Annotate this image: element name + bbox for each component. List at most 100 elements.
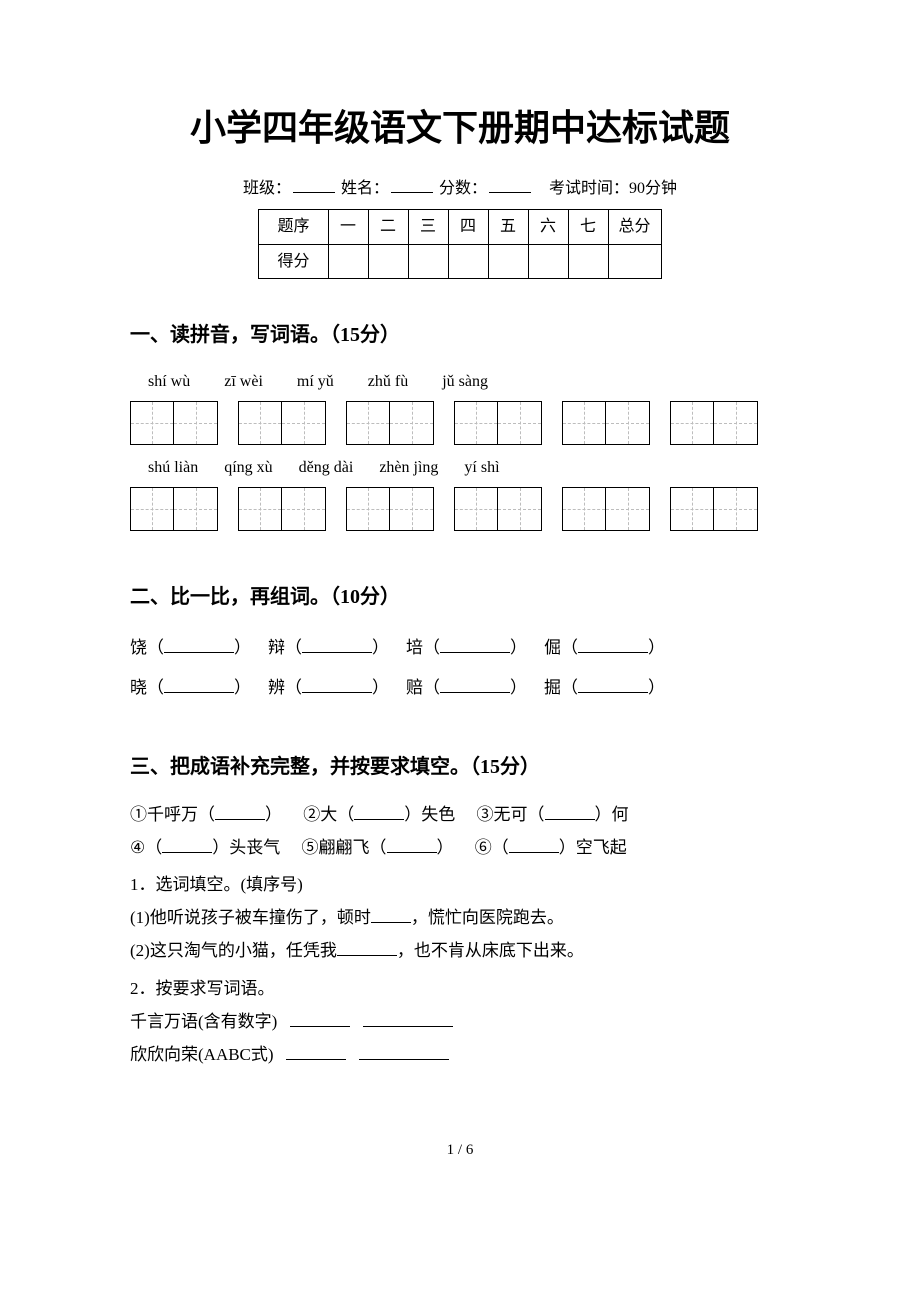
question-line: (2)这只淘气的小猫，任凭我 ，也不肯从床底下出来。 [130,937,790,964]
score-cell[interactable] [328,244,368,279]
idiom-part: ）空飞起 [559,838,627,857]
exam-time: 考试时间：90分钟 [549,180,677,197]
blank[interactable] [387,836,437,853]
question-text: ，也不肯从床底下出来。 [397,941,584,960]
blank[interactable] [545,803,595,820]
word-stem: 晓（ [130,678,164,697]
section-3-heading: 三、把成语补充完整，并按要求填空。（15分） [130,751,790,783]
score-cell[interactable] [608,244,661,279]
question-text: ，慌忙向医院跑去。 [411,908,564,927]
tian-pair[interactable] [454,401,542,445]
idiom-line: ①千呼万（ ） ②大（ ）失色 ③无可（ ）何 [130,801,790,828]
page-number: 1 / 6 [130,1138,790,1162]
close-paren: ） [372,638,389,657]
question-line: 欣欣向荣(AABC式) [130,1041,790,1068]
score-cell[interactable] [528,244,568,279]
tian-pair[interactable] [562,487,650,531]
tian-pair[interactable] [670,487,758,531]
blank[interactable] [164,636,234,653]
close-paren: ） [372,678,389,697]
word-stem: 辨（ [268,678,302,697]
table-row: 题序 一 二 三 四 五 六 七 总分 [259,210,661,245]
header-cell: 题序 [259,210,328,245]
header-cell: 三 [408,210,448,245]
close-paren: ） [234,638,251,657]
table-row: 得分 [259,244,661,279]
score-cell[interactable] [448,244,488,279]
score-blank[interactable] [489,177,531,193]
blank[interactable] [337,939,397,956]
header-cell: 二 [368,210,408,245]
idiom-part: ⑥（ [475,838,509,857]
tian-pair[interactable] [346,401,434,445]
tian-pair[interactable] [346,487,434,531]
score-cell[interactable] [568,244,608,279]
score-label: 分数： [439,180,487,197]
pinyin-label: jǔ sàng [442,369,488,395]
word-stem: 饶（ [130,638,164,657]
close-paren: ） [648,678,665,697]
pinyin-row: shí wù zī wèi mí yǔ zhǔ fù jǔ sàng [148,369,790,395]
blank[interactable] [162,836,212,853]
header-cell: 总分 [608,210,661,245]
blank[interactable] [363,1010,453,1027]
blank[interactable] [302,636,372,653]
tian-pair[interactable] [130,487,218,531]
blank[interactable] [359,1043,449,1060]
tian-pair[interactable] [454,487,542,531]
score-cell[interactable] [368,244,408,279]
idiom-part: ①千呼万（ [130,805,215,824]
name-blank[interactable] [391,177,433,193]
idiom-part: ） [265,805,282,824]
pinyin-label: mí yǔ [297,369,334,395]
tian-pair[interactable] [238,487,326,531]
idiom-part: ）何 [595,805,629,824]
idiom-part: ②大（ [303,805,354,824]
page-title: 小学四年级语文下册期中达标试题 [130,100,790,158]
blank[interactable] [302,676,372,693]
blank[interactable] [286,1043,346,1060]
blank[interactable] [440,676,510,693]
idiom-part: ）失色 [404,805,455,824]
tian-pair[interactable] [130,401,218,445]
header-cell: 四 [448,210,488,245]
pinyin-label: zī wèi [224,369,263,395]
idiom-part: ） [437,838,454,857]
blank[interactable] [290,1010,350,1027]
section-2-heading: 二、比一比，再组词。（10分） [130,581,790,613]
tian-pair[interactable] [238,401,326,445]
word-stem: 赔（ [406,678,440,697]
score-cell[interactable] [488,244,528,279]
blank[interactable] [371,906,411,923]
score-cell[interactable] [408,244,448,279]
blank[interactable] [215,803,265,820]
question-line: 千言万语(含有数字) [130,1008,790,1035]
idiom-part: ④（ [130,838,162,857]
blank[interactable] [578,636,648,653]
pinyin-row: shú liàn qíng xù děng dài zhèn jìng yí s… [148,455,790,481]
question-text: 欣欣向荣(AABC式) [130,1045,274,1064]
idiom-part: ）头丧气 [212,838,280,857]
blank[interactable] [578,676,648,693]
close-paren: ） [648,638,665,657]
subheading: 2．按要求写词语。 [130,975,790,1002]
row-label: 得分 [259,244,328,279]
section-1-heading: 一、读拼音，写词语。（15分） [130,319,790,351]
class-blank[interactable] [293,177,335,193]
blank[interactable] [440,636,510,653]
tian-pair[interactable] [670,401,758,445]
header-cell: 六 [528,210,568,245]
question-text: (2)这只淘气的小猫，任凭我 [130,941,337,960]
blank[interactable] [164,676,234,693]
idiom-line: ④（）头丧气 ⑤翩翩飞（） ⑥（）空飞起 [130,834,790,861]
idiom-part: ③无可（ [477,805,545,824]
blank[interactable] [354,803,404,820]
header-cell: 一 [328,210,368,245]
pinyin-label: shú liàn [148,455,198,481]
class-label: 班级： [243,180,291,197]
tian-pair[interactable] [562,401,650,445]
question-line: (1)他听说孩子被车撞伤了，顿时 ，慌忙向医院跑去。 [130,904,790,931]
blank[interactable] [509,836,559,853]
word-stem: 培（ [406,638,440,657]
question-text: (1)他听说孩子被车撞伤了，顿时 [130,908,371,927]
